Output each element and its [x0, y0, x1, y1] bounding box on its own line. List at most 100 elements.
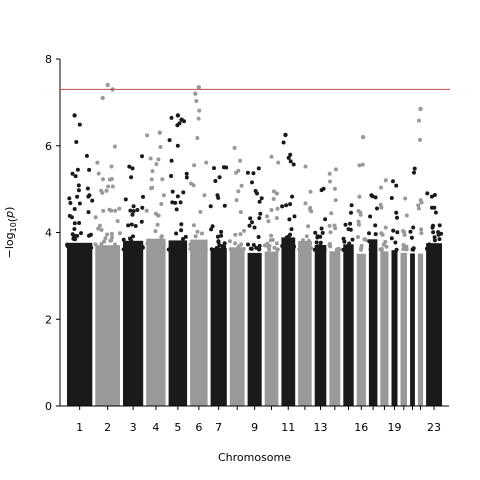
- data-point: [181, 190, 186, 195]
- data-point: [183, 234, 188, 239]
- data-point: [258, 211, 263, 216]
- data-point: [192, 163, 197, 168]
- data-point: [76, 183, 81, 188]
- data-point: [319, 226, 324, 231]
- x-axis-label: Chromosome: [218, 451, 291, 464]
- chromosome-block-6: [190, 239, 208, 406]
- x-tick-label: 16: [354, 421, 368, 434]
- x-tick-label: 11: [281, 421, 295, 434]
- data-point: [313, 230, 318, 235]
- data-point: [303, 201, 308, 206]
- data-point: [175, 240, 180, 245]
- data-point: [368, 214, 373, 219]
- y-tick-label: 8: [45, 53, 52, 66]
- data-point: [153, 229, 158, 234]
- data-point: [284, 245, 289, 250]
- data-point: [332, 186, 337, 191]
- x-tick-label: 19: [388, 421, 402, 434]
- data-point: [269, 208, 274, 212]
- data-point: [215, 246, 220, 251]
- data-point: [167, 247, 172, 252]
- data-point: [236, 244, 241, 249]
- chromosome-block-8: [229, 247, 245, 406]
- data-point: [171, 247, 176, 252]
- data-point: [140, 205, 145, 210]
- data-point: [73, 174, 78, 179]
- data-point: [394, 183, 399, 188]
- data-point: [130, 212, 135, 217]
- data-point: [129, 238, 134, 243]
- data-point: [276, 160, 281, 165]
- data-point: [240, 247, 245, 252]
- data-point: [255, 191, 259, 196]
- data-point: [433, 244, 438, 248]
- data-point: [121, 247, 126, 252]
- data-point: [129, 222, 134, 227]
- data-point: [85, 186, 90, 191]
- data-point: [169, 158, 174, 163]
- x-tick-label: 6: [195, 421, 202, 434]
- data-point: [251, 243, 256, 247]
- data-point: [232, 145, 237, 150]
- data-point: [408, 229, 413, 234]
- data-point: [268, 238, 273, 243]
- data-point: [436, 232, 441, 237]
- data-point: [265, 214, 269, 219]
- data-point: [219, 229, 224, 234]
- x-tick-label: 13: [314, 421, 328, 434]
- data-point: [227, 239, 232, 244]
- data-point: [360, 162, 365, 167]
- data-point: [259, 196, 264, 201]
- data-point: [208, 204, 213, 209]
- chromosome-block-23: [426, 243, 442, 406]
- data-point: [248, 216, 253, 221]
- data-point: [373, 195, 378, 200]
- data-point: [105, 232, 110, 237]
- data-point: [428, 247, 433, 252]
- data-point: [123, 197, 128, 202]
- chromosome-block-21: [410, 253, 415, 406]
- data-point: [269, 154, 274, 159]
- top-hit-point: [100, 95, 105, 101]
- data-point: [384, 244, 389, 249]
- data-point: [213, 179, 218, 183]
- data-point: [167, 138, 172, 143]
- data-point: [228, 247, 233, 252]
- data-point: [198, 209, 203, 214]
- data-point: [379, 185, 383, 190]
- data-point: [155, 247, 160, 252]
- data-point: [233, 232, 238, 237]
- data-point: [110, 184, 115, 189]
- data-point: [328, 179, 332, 184]
- data-point: [271, 189, 276, 194]
- data-point: [410, 247, 415, 252]
- data-point: [333, 198, 338, 203]
- data-point: [101, 177, 105, 182]
- data-point: [109, 231, 114, 236]
- data-point: [389, 196, 394, 200]
- data-point: [159, 235, 164, 240]
- data-point: [367, 231, 371, 236]
- data-point: [373, 232, 378, 237]
- data-point: [256, 235, 261, 239]
- data-point: [77, 122, 82, 127]
- y-axis-ticks: 0 2 4 6 8: [45, 53, 60, 413]
- data-point: [195, 229, 200, 234]
- data-point: [287, 217, 292, 222]
- data-point: [161, 193, 166, 198]
- data-point: [219, 233, 224, 238]
- data-point: [238, 232, 243, 237]
- data-point: [209, 227, 214, 232]
- top-hit-point: [283, 132, 288, 138]
- data-point: [424, 246, 429, 251]
- data-point: [178, 200, 183, 205]
- x-tick-label: 5: [174, 421, 181, 434]
- data-point: [437, 237, 442, 242]
- data-point: [79, 231, 83, 236]
- data-point: [129, 175, 134, 180]
- data-point: [431, 230, 436, 235]
- chromosome-block-22: [417, 253, 424, 406]
- x-tick-label: 3: [130, 421, 137, 434]
- data-point: [427, 242, 432, 247]
- chromosome-block-2: [95, 245, 120, 406]
